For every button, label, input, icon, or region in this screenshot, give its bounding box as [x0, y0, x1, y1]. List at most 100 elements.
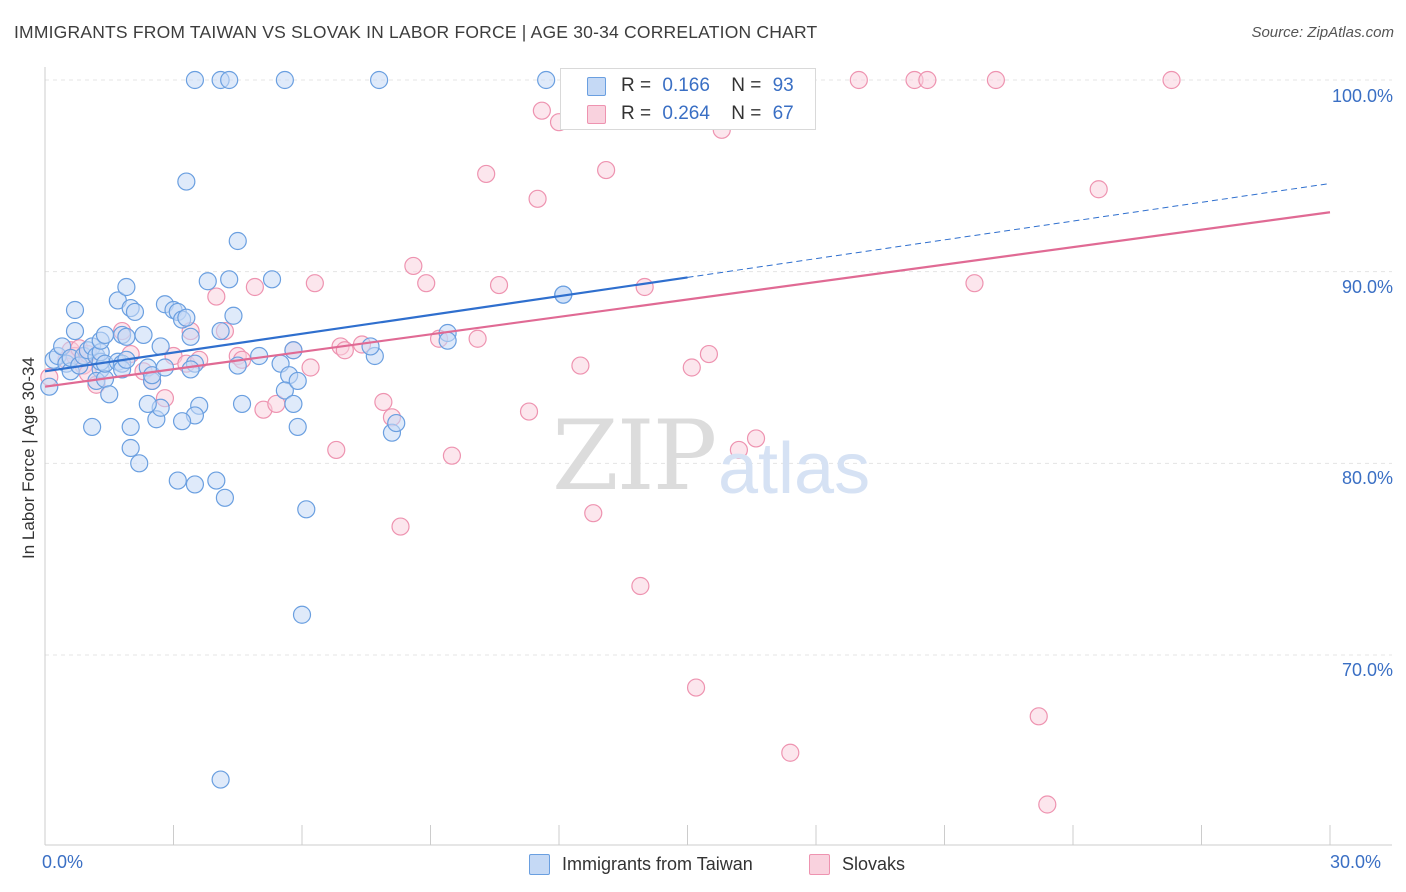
taiwan-point-58 — [121, 438, 140, 458]
chart-title: IMMIGRANTS FROM TAIWAN VS SLOVAK IN LABO… — [14, 22, 818, 42]
slovak-point-61 — [1089, 180, 1108, 199]
slovak-point-28 — [327, 440, 346, 460]
taiwan-point-68 — [228, 231, 247, 251]
grid-layer — [45, 79, 1392, 656]
slovak-swatch — [587, 105, 606, 124]
taiwan-point-7 — [65, 321, 85, 341]
correlation-legend: R = 0.166 N = 93 R = 0.264 N = 67 — [560, 68, 816, 130]
slovak-point-32 — [374, 392, 393, 412]
slovak-point-35 — [404, 256, 423, 276]
slovak-point-36 — [417, 274, 436, 293]
taiwan-point-41 — [155, 358, 175, 377]
taiwan-point-93 — [370, 70, 389, 90]
y-tick-label-90: 90.0% — [1341, 277, 1393, 297]
taiwan-point-57 — [130, 454, 149, 473]
slovak-point-66 — [1162, 70, 1181, 90]
r-value-slovak: 0.264 — [662, 103, 710, 124]
axes-layer — [44, 67, 1392, 846]
r-label: R = — [621, 75, 652, 96]
taiwan-point-56 — [168, 471, 187, 490]
taiwan-point-63 — [224, 306, 243, 325]
slovak-trend-line — [44, 211, 1331, 388]
taiwan-point-70 — [262, 270, 282, 289]
legend-text-taiwan: R = 0.166 N = 93 — [621, 75, 794, 97]
taiwan-point-60 — [198, 272, 217, 291]
taiwan-point-88 — [211, 770, 230, 789]
slovak-point-56 — [781, 743, 800, 762]
slovak-point-55 — [746, 429, 766, 448]
slovak-point-44 — [571, 356, 590, 375]
taiwan-point-78 — [297, 500, 316, 519]
taiwan-point-33 — [125, 302, 145, 322]
y-tick-label-70: 70.0% — [1341, 660, 1393, 680]
taiwan-point-67 — [207, 471, 226, 490]
slovak-point-59 — [1029, 707, 1048, 726]
slovak-point-64 — [918, 70, 937, 90]
slovak-point-27 — [305, 274, 324, 293]
taiwan-point-73 — [284, 341, 303, 360]
slovak-point-22 — [245, 277, 264, 297]
taiwan-point-31 — [117, 277, 136, 297]
taiwan-point-65 — [232, 394, 252, 414]
r-label: R = — [621, 103, 652, 124]
y-tick-label-100: 100.0% — [1331, 86, 1393, 106]
taiwan-trend-line — [44, 276, 688, 373]
slovak-point-39 — [468, 329, 487, 348]
slovak-legend-swatch — [809, 854, 830, 875]
slovak-point-49 — [477, 164, 496, 184]
taiwan-point-62 — [220, 270, 239, 289]
taiwan-point-83 — [387, 413, 406, 433]
taiwan-point-34 — [134, 325, 153, 345]
r-value-taiwan: 0.166 — [662, 75, 710, 96]
taiwan-point-23 — [95, 325, 115, 345]
taiwan-point-17 — [83, 417, 102, 437]
taiwan-point-40 — [138, 394, 157, 414]
slovak-point-62 — [849, 70, 868, 90]
n-value-slovak: 67 — [772, 103, 794, 124]
slovak-point-51 — [682, 358, 701, 377]
legend-label-taiwan: Immigrants from Taiwan — [562, 854, 753, 874]
taiwan-point-53 — [181, 360, 200, 379]
legend-label-slovak: Slovaks — [842, 854, 906, 874]
slovak-point-34 — [391, 517, 410, 536]
x-tick-label-0: 0.0% — [42, 852, 84, 872]
taiwan-point-85 — [438, 331, 457, 350]
watermark-atlas: atlas — [718, 429, 871, 509]
slovak-point-50 — [532, 101, 551, 120]
slovak-point-45 — [584, 504, 603, 523]
taiwan-point-76 — [284, 394, 303, 414]
slovak-point-47 — [631, 576, 650, 596]
taiwan-point-55 — [185, 475, 205, 494]
taiwan-point-61 — [211, 321, 230, 341]
slovak-point-58 — [965, 274, 984, 293]
taiwan-point-79 — [292, 605, 312, 624]
taiwan-point-19 — [100, 385, 119, 404]
taiwan-point-66 — [215, 488, 234, 507]
taiwan-point-25 — [117, 327, 136, 346]
n-value-taiwan: 93 — [772, 75, 794, 96]
taiwan-legend-swatch — [529, 854, 550, 875]
taiwan-point-48 — [181, 327, 200, 346]
taiwan-trend-extension — [687, 183, 1331, 278]
n-label: N = — [731, 75, 762, 96]
taiwan-point-47 — [177, 308, 196, 327]
y-axis-label: In Labor Force | Age 30-34 — [19, 357, 38, 559]
slovak-point-48 — [635, 277, 654, 297]
slovak-point-41 — [519, 402, 539, 421]
slovak-point-65 — [986, 70, 1006, 90]
series-legend: Immigrants from Taiwan Slovaks — [0, 852, 1406, 878]
y-tick-label-80: 80.0% — [1341, 468, 1393, 488]
trend-lines — [44, 183, 1331, 388]
taiwan-swatch — [587, 77, 606, 96]
taiwan-point-77 — [288, 417, 307, 437]
taiwan-point-59 — [121, 417, 140, 437]
taiwan-point-52 — [172, 412, 192, 431]
slovak-point-40 — [489, 275, 509, 295]
taiwan-point-94 — [537, 70, 556, 90]
slovak-point-46 — [597, 160, 616, 180]
taiwan-point-91 — [220, 70, 239, 90]
taiwan-point-89 — [185, 70, 205, 90]
chart-source: Source: ZipAtlas.com — [1251, 24, 1394, 41]
slovak-point-26 — [301, 358, 320, 377]
